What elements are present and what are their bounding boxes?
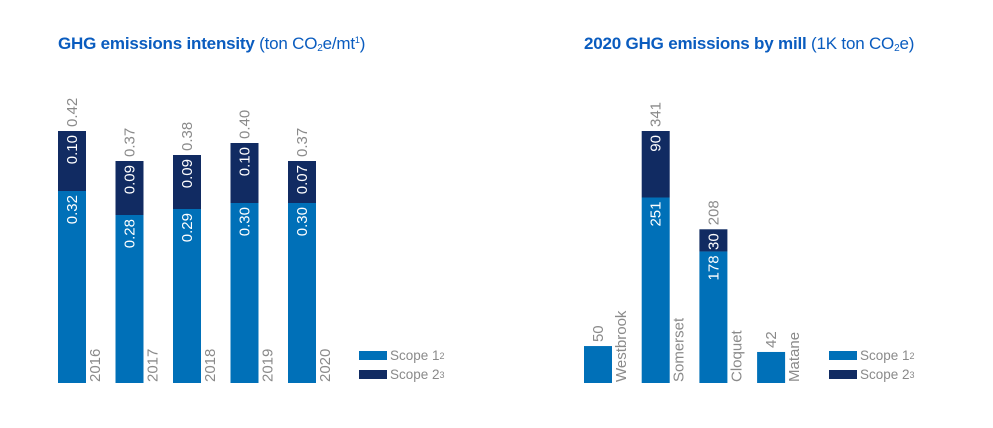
bar-2016-scope2 xyxy=(58,131,86,191)
data-label-scope2: 0.10 xyxy=(64,135,81,164)
total-label: 42 xyxy=(763,331,780,348)
bar-somerset-scope2 xyxy=(641,131,670,198)
data-label-scope2: 0.07 xyxy=(294,165,311,194)
legend-swatch-scope1 xyxy=(829,351,857,360)
category-label: 2018 xyxy=(202,349,219,382)
chart2-title-unit: (1K ton CO2e) xyxy=(811,34,915,54)
bar-2018-scope2 xyxy=(173,155,201,209)
bar-somerset-scope1 xyxy=(641,197,670,383)
chart2-title: 2020 GHG emissions by mill (1K ton CO2e) xyxy=(584,34,914,54)
data-label-scope1: 251 xyxy=(648,202,665,227)
category-label: Somerset xyxy=(671,317,688,382)
data-label-scope1: 0.28 xyxy=(122,219,139,248)
chart1-title-main: GHG emissions intensity xyxy=(58,34,255,53)
chart1-title-unit: (ton CO2e/mt1) xyxy=(259,34,366,54)
total-label: 0.38 xyxy=(179,122,196,151)
legend-swatch-scope2 xyxy=(359,370,387,379)
data-label-scope1: 0.30 xyxy=(237,207,254,236)
data-label-scope2: 0.10 xyxy=(237,147,254,176)
bar-2020-scope2 xyxy=(288,161,316,203)
category-label: 2016 xyxy=(87,349,104,382)
bar-cloquet-scope2 xyxy=(699,229,728,252)
total-label: 208 xyxy=(705,200,722,225)
bar-2020-scope1 xyxy=(288,203,316,383)
category-label: 2019 xyxy=(260,349,277,382)
legend-swatch-scope2 xyxy=(829,370,857,379)
bar-cloquet-scope1 xyxy=(699,251,728,383)
data-label-scope2: 30 xyxy=(705,233,722,250)
bar-2017-scope1 xyxy=(115,215,144,383)
category-label: Westbrook xyxy=(613,310,630,382)
category-label: Cloquet xyxy=(728,329,745,382)
legend-swatch-scope1 xyxy=(359,351,387,360)
data-label-scope1: 0.30 xyxy=(294,207,311,236)
total-label: 0.40 xyxy=(237,110,254,139)
data-label-scope1: 0.29 xyxy=(179,213,196,242)
total-label: 50 xyxy=(590,325,607,342)
bar-2018-scope1 xyxy=(173,209,201,383)
data-label-scope2: 0.09 xyxy=(179,159,196,188)
category-label: 2020 xyxy=(317,349,334,382)
bar-westbrook-scope1 xyxy=(584,346,612,383)
total-label: 0.37 xyxy=(294,128,311,157)
category-label: Matane xyxy=(786,332,803,382)
data-label-scope2: 0.09 xyxy=(122,165,139,194)
bar-2017-scope2 xyxy=(115,161,144,215)
bar-matane-scope1 xyxy=(757,351,786,383)
bar-2016-scope1 xyxy=(58,191,86,383)
data-label-scope2: 90 xyxy=(648,135,665,152)
chart1-title: GHG emissions intensity (ton CO2e/mt1) xyxy=(58,34,365,54)
data-label-scope1: 0.32 xyxy=(64,195,81,224)
chart2-title-main: 2020 GHG emissions by mill xyxy=(584,34,807,53)
bar-2019-scope2 xyxy=(230,143,259,203)
total-label: 0.42 xyxy=(64,98,81,127)
bar-2019-scope1 xyxy=(230,203,259,383)
total-label: 341 xyxy=(648,102,665,127)
total-label: 0.37 xyxy=(122,128,139,157)
category-label: 2017 xyxy=(145,349,162,382)
data-label-scope1: 178 xyxy=(705,255,722,280)
